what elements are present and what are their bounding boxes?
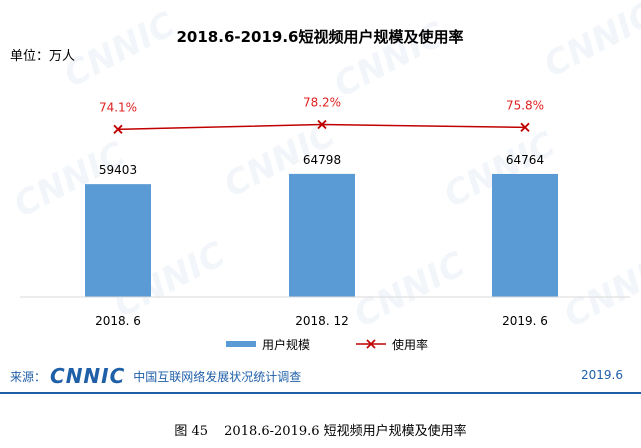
chart: 2018.6-2019.6短视频用户规模及使用率 单位：万人 59403 6479… (10, 28, 630, 352)
rate-marker-x-icon (317, 119, 327, 130)
bar-3 (492, 173, 558, 297)
rate-marker-x-icon (520, 122, 530, 132)
legend-label-users: 用户规模 (262, 337, 310, 352)
bar-value-label: 59403 (99, 163, 137, 177)
rate-value-label: 75.8% (506, 98, 544, 112)
source-label: 来源： (10, 369, 47, 384)
bar-1 (85, 184, 151, 297)
rate-marker-x-icon (113, 124, 123, 134)
footer-divider (0, 392, 641, 394)
rate-value-label: 78.2% (303, 96, 341, 110)
bar-value-label: 64764 (506, 153, 544, 167)
bar-2 (289, 173, 355, 297)
legend-label-rate: 使用率 (392, 337, 428, 352)
rate-value-label: 74.1% (99, 100, 137, 114)
cnnic-logo: CNNIC (50, 364, 126, 388)
figure-caption-text: 2018.6-2019.6 短视频用户规模及使用率 (224, 424, 467, 439)
footer-source: 来源： CNNIC 中国互联网络发展状况统计调查 (10, 366, 301, 386)
legend-swatch-bar (226, 341, 256, 347)
legend: 用户规模 使用率 (226, 337, 428, 352)
figure-caption: 图 45 2018.6-2019.6 短视频用户规模及使用率 (0, 420, 641, 439)
footer-date: 2019.6 (581, 368, 623, 382)
bar-value-label: 64798 (303, 153, 341, 167)
x-tick-label: 2019. 6 (502, 314, 548, 328)
x-tick-label: 2018. 12 (295, 314, 348, 328)
org-name: 中国互联网络发展状况统计调查 (133, 369, 302, 384)
chart-title: 2018.6-2019.6短视频用户规模及使用率 (177, 28, 464, 46)
figure-number: 图 45 (174, 424, 209, 439)
legend-marker-x-icon (366, 339, 376, 349)
unit-label: 单位：万人 (10, 49, 75, 64)
x-tick-label: 2018. 6 (95, 314, 141, 328)
